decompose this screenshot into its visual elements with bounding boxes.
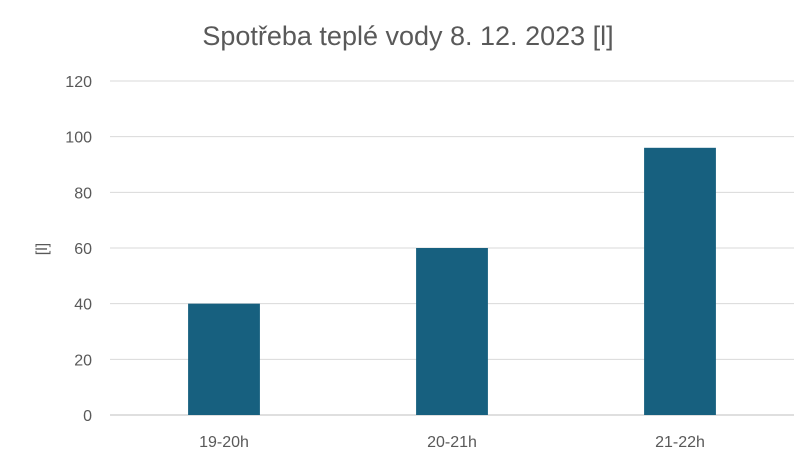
chart-title: Spotřeba teplé vody 8. 12. 2023 [l] [202, 21, 613, 51]
y-tick-label: 60 [74, 241, 92, 258]
x-tick-label: 19-20h [199, 434, 249, 451]
bar-21-22h [644, 147, 716, 416]
bar-19-20h [188, 303, 260, 415]
y-tick-label: 20 [74, 352, 92, 369]
x-tick-labels: 19-20h 20-21h 21-22h [199, 434, 705, 451]
y-tick-label: 100 [65, 130, 92, 147]
bar-20-21h [416, 248, 488, 415]
y-tick-labels: 0 20 40 60 80 100 120 [65, 74, 92, 425]
y-axis-title: [l] [34, 243, 51, 255]
y-tick-label: 0 [83, 408, 92, 425]
y-tick-label: 80 [74, 185, 92, 202]
x-tick-label: 20-21h [427, 434, 477, 451]
x-tick-label: 21-22h [655, 434, 705, 451]
y-tick-label: 40 [74, 297, 92, 314]
y-tick-label: 120 [65, 74, 92, 91]
bars [188, 147, 716, 416]
